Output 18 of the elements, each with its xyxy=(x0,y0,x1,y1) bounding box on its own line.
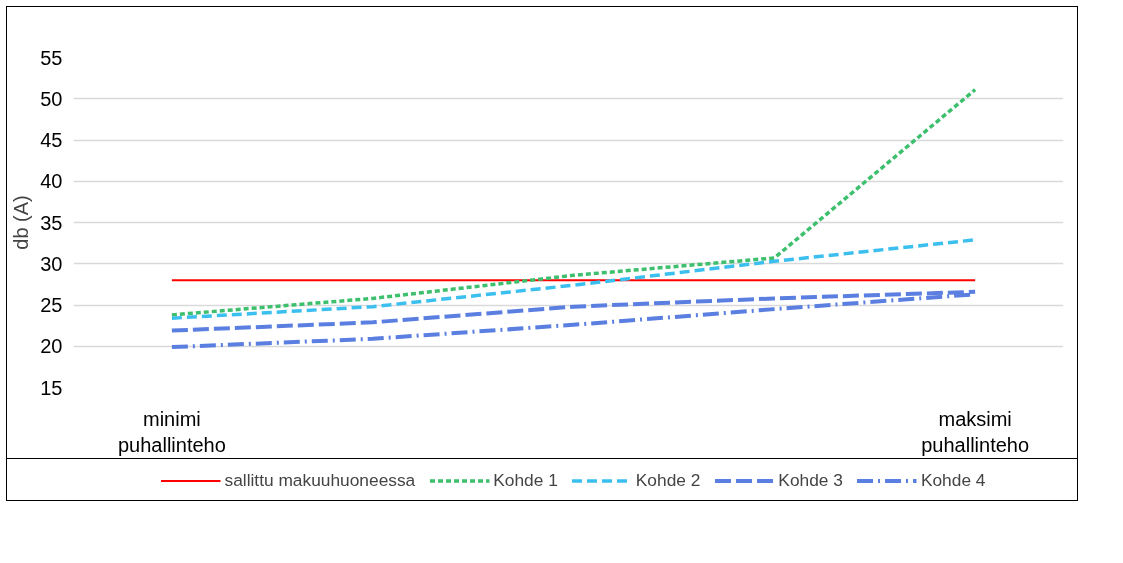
y-tick-label: 55 xyxy=(40,46,63,69)
y-tick-label: 20 xyxy=(40,335,63,358)
y-tick-label: 15 xyxy=(40,376,63,399)
y-tick-label: 35 xyxy=(40,211,63,234)
line-series xyxy=(170,87,977,317)
y-tick-label: 25 xyxy=(40,294,63,316)
y-axis-title: db (A) xyxy=(10,195,33,250)
y-tick-label: 30 xyxy=(40,252,63,275)
y-tick-label: 45 xyxy=(40,129,63,151)
legend-label: Kohde 1 xyxy=(493,469,558,491)
legend-label: Kohde 3 xyxy=(778,469,843,491)
legend-label: sallittu makuuhuoneessa xyxy=(224,469,416,491)
x-tick-label: minimi puhallinteho xyxy=(117,407,226,456)
legend-label: Kohde 2 xyxy=(635,469,701,491)
x-tick-label: maksimi puhallinteho xyxy=(921,407,1030,456)
y-tick-label: 40 xyxy=(40,170,63,193)
legend-label: Kohde 4 xyxy=(920,469,986,491)
y-tick-label: 50 xyxy=(40,87,63,110)
